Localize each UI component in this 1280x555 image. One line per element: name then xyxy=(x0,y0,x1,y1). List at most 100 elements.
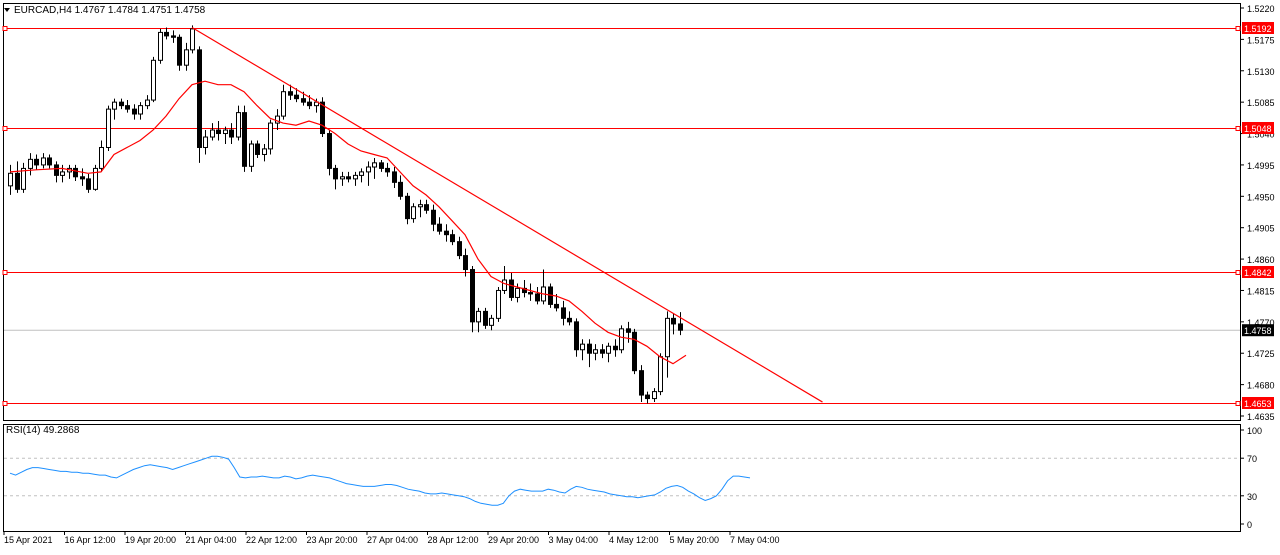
candle-body-bear xyxy=(229,129,234,138)
reference-lines xyxy=(2,26,1241,406)
candle xyxy=(665,311,670,378)
candle xyxy=(431,204,436,232)
candle-body-bull xyxy=(580,343,585,351)
time-tick-label: 19 Apr 20:00 xyxy=(125,535,176,545)
candle xyxy=(444,224,449,242)
candle-body-bear xyxy=(639,370,644,396)
candle xyxy=(450,229,455,246)
time-tick-label: 5 May 20:00 xyxy=(670,535,720,545)
candle xyxy=(437,217,442,235)
candle xyxy=(67,164,72,179)
candle xyxy=(639,365,644,403)
candle-body-bear xyxy=(177,36,182,66)
candle xyxy=(470,266,475,333)
candle-body-bear xyxy=(132,108,137,115)
candle-body-bear xyxy=(645,394,650,400)
candle xyxy=(8,164,13,195)
time-tick-label: 4 May 12:00 xyxy=(609,535,659,545)
candle xyxy=(106,105,111,151)
price-tick-label: 1.5040 xyxy=(1247,130,1275,140)
candle-body-bear xyxy=(164,31,169,37)
candle-body-bull xyxy=(359,171,364,176)
candle-body-bull xyxy=(190,28,195,51)
rsi-tick-label: 100 xyxy=(1247,426,1262,436)
candle-body-bear xyxy=(561,307,566,319)
price-tick-label: 1.4995 xyxy=(1247,161,1275,171)
candle xyxy=(190,25,195,54)
level-price-tag xyxy=(1242,397,1274,409)
time-tick-label: 16 Apr 12:00 xyxy=(65,535,116,545)
price-axis: 1.5220 1.5175 1.5130 1.5085 1.5040 1.4995 1.49… xyxy=(1240,4,1275,530)
candle xyxy=(483,307,488,329)
candle xyxy=(619,325,624,354)
level-anchor-left xyxy=(2,126,8,131)
candle-body-bull xyxy=(112,101,117,110)
time-tick-label: 28 Apr 12:00 xyxy=(428,535,479,545)
candle-body-bear xyxy=(333,167,338,180)
candle xyxy=(593,344,598,361)
candle-body-bear xyxy=(171,35,176,38)
candle-body-bull xyxy=(41,157,46,166)
level-price-label: 1.4842 xyxy=(1244,268,1272,278)
candle xyxy=(171,30,176,43)
triangle-down-icon[interactable] xyxy=(4,8,10,12)
candle xyxy=(145,95,150,110)
candle xyxy=(392,167,397,188)
candle-body-bear xyxy=(346,176,351,180)
candle xyxy=(119,98,124,110)
candle xyxy=(496,286,501,322)
candle-body-bear xyxy=(554,303,559,309)
candle-body-bear xyxy=(301,98,306,103)
price-tick-label: 1.5220 xyxy=(1247,4,1275,14)
candle xyxy=(28,153,33,176)
candle xyxy=(528,283,533,301)
rsi-label: RSI(14) 49.2868 xyxy=(6,425,80,436)
candle-body-bear xyxy=(54,164,59,176)
candle-body-bear xyxy=(535,293,540,302)
candle-body-bear xyxy=(216,129,221,135)
candle-body-bear xyxy=(678,323,683,331)
level-anchor-left xyxy=(2,401,8,406)
candle xyxy=(457,236,462,260)
candle xyxy=(509,273,514,301)
candle-body-bull xyxy=(665,317,670,358)
candle-body-bull xyxy=(502,279,507,291)
candle xyxy=(177,34,182,71)
level-price-label: 1.4653 xyxy=(1244,399,1272,409)
level-anchor-left xyxy=(2,270,8,275)
candle-body-bull xyxy=(21,167,26,190)
candle xyxy=(580,339,585,361)
candle-body-bull xyxy=(106,108,111,148)
price-tick-label: 1.4950 xyxy=(1247,192,1275,202)
candle xyxy=(671,313,676,335)
current-price-label: 1.4758 xyxy=(1244,326,1272,336)
candle-body-bear xyxy=(47,157,52,166)
candle-body-bear xyxy=(522,287,527,294)
candle-body-bull xyxy=(372,162,377,168)
price-tick-label: 1.4770 xyxy=(1247,318,1275,328)
candle xyxy=(658,353,663,396)
candle xyxy=(164,27,169,40)
price-tick-label: 1.5130 xyxy=(1247,67,1275,77)
candle xyxy=(15,161,20,193)
price-tick-label: 1.4725 xyxy=(1247,349,1275,359)
candle xyxy=(587,339,592,368)
candle-body-bull xyxy=(158,31,163,61)
candle xyxy=(184,42,189,71)
candle xyxy=(632,328,637,375)
candle xyxy=(197,46,202,163)
candle xyxy=(138,102,143,120)
level-anchor-right xyxy=(1235,126,1241,131)
candle-body-bear xyxy=(463,255,468,271)
candlesticks xyxy=(8,25,683,404)
price-tick-label: 1.4815 xyxy=(1247,286,1275,296)
rsi-panel-frame xyxy=(3,424,1241,532)
candle xyxy=(86,173,91,193)
candle xyxy=(379,160,384,172)
candle xyxy=(80,168,85,186)
candle xyxy=(132,104,137,120)
candle xyxy=(320,97,325,138)
candle xyxy=(268,119,273,155)
candle-body-bear xyxy=(600,349,605,354)
